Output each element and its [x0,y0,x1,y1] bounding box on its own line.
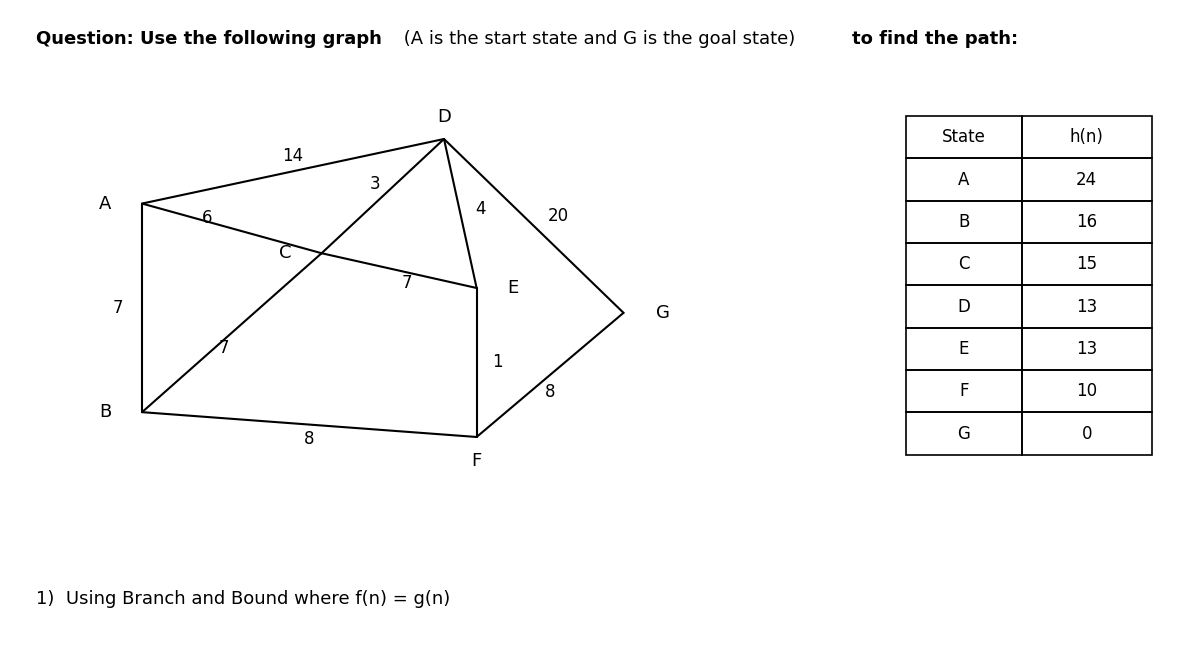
Text: E: E [508,279,518,297]
Text: 7: 7 [218,339,229,357]
Bar [1021,370,1152,412]
Text: 8: 8 [545,383,556,401]
Text: 1)  Using Branch and Bound where f(n) = g(n): 1) Using Branch and Bound where f(n) = g… [36,590,450,608]
Text: Question: Use the following graph: Question: Use the following graph [36,30,382,48]
Text: F: F [959,382,968,401]
Bar [906,412,1021,455]
Text: 13: 13 [1076,297,1098,315]
Text: State: State [942,128,985,146]
Bar [906,201,1021,243]
Text: 13: 13 [1076,340,1098,358]
Bar [1021,159,1152,201]
Bar [906,370,1021,412]
Bar [1021,412,1152,455]
Text: to find the path:: to find the path: [852,30,1018,48]
Text: 16: 16 [1076,213,1097,231]
Text: 8: 8 [304,430,314,448]
Text: 0: 0 [1081,424,1092,442]
Text: D: D [958,297,971,315]
Bar [1021,328,1152,370]
Text: 1: 1 [492,353,503,372]
Text: 7: 7 [113,299,122,317]
Text: 3: 3 [370,175,380,193]
Text: 20: 20 [547,207,569,225]
Bar [1021,285,1152,328]
Bar [1021,243,1152,285]
Bar [906,116,1021,159]
Text: G: G [958,424,971,442]
Text: D: D [437,108,451,126]
Text: E: E [959,340,968,358]
Bar [1021,201,1152,243]
Text: 14: 14 [282,147,304,165]
Bar [906,243,1021,285]
Text: 15: 15 [1076,255,1097,273]
Text: A: A [100,195,112,213]
Text: 4: 4 [475,199,486,217]
Text: 10: 10 [1076,382,1097,401]
Text: 6: 6 [202,210,212,228]
Bar [906,328,1021,370]
Bar [1021,116,1152,159]
Text: (A is the start state and G is the goal state): (A is the start state and G is the goal … [398,30,802,48]
Text: A: A [958,170,970,188]
Text: C: C [958,255,970,273]
Bar [906,159,1021,201]
Text: h(n): h(n) [1070,128,1104,146]
Text: B: B [100,403,112,421]
Text: F: F [472,452,481,470]
Text: 7: 7 [402,274,413,292]
Text: G: G [655,304,670,322]
Text: B: B [958,213,970,231]
Text: 24: 24 [1076,170,1097,188]
Bar [906,285,1021,328]
Text: C: C [278,244,292,263]
